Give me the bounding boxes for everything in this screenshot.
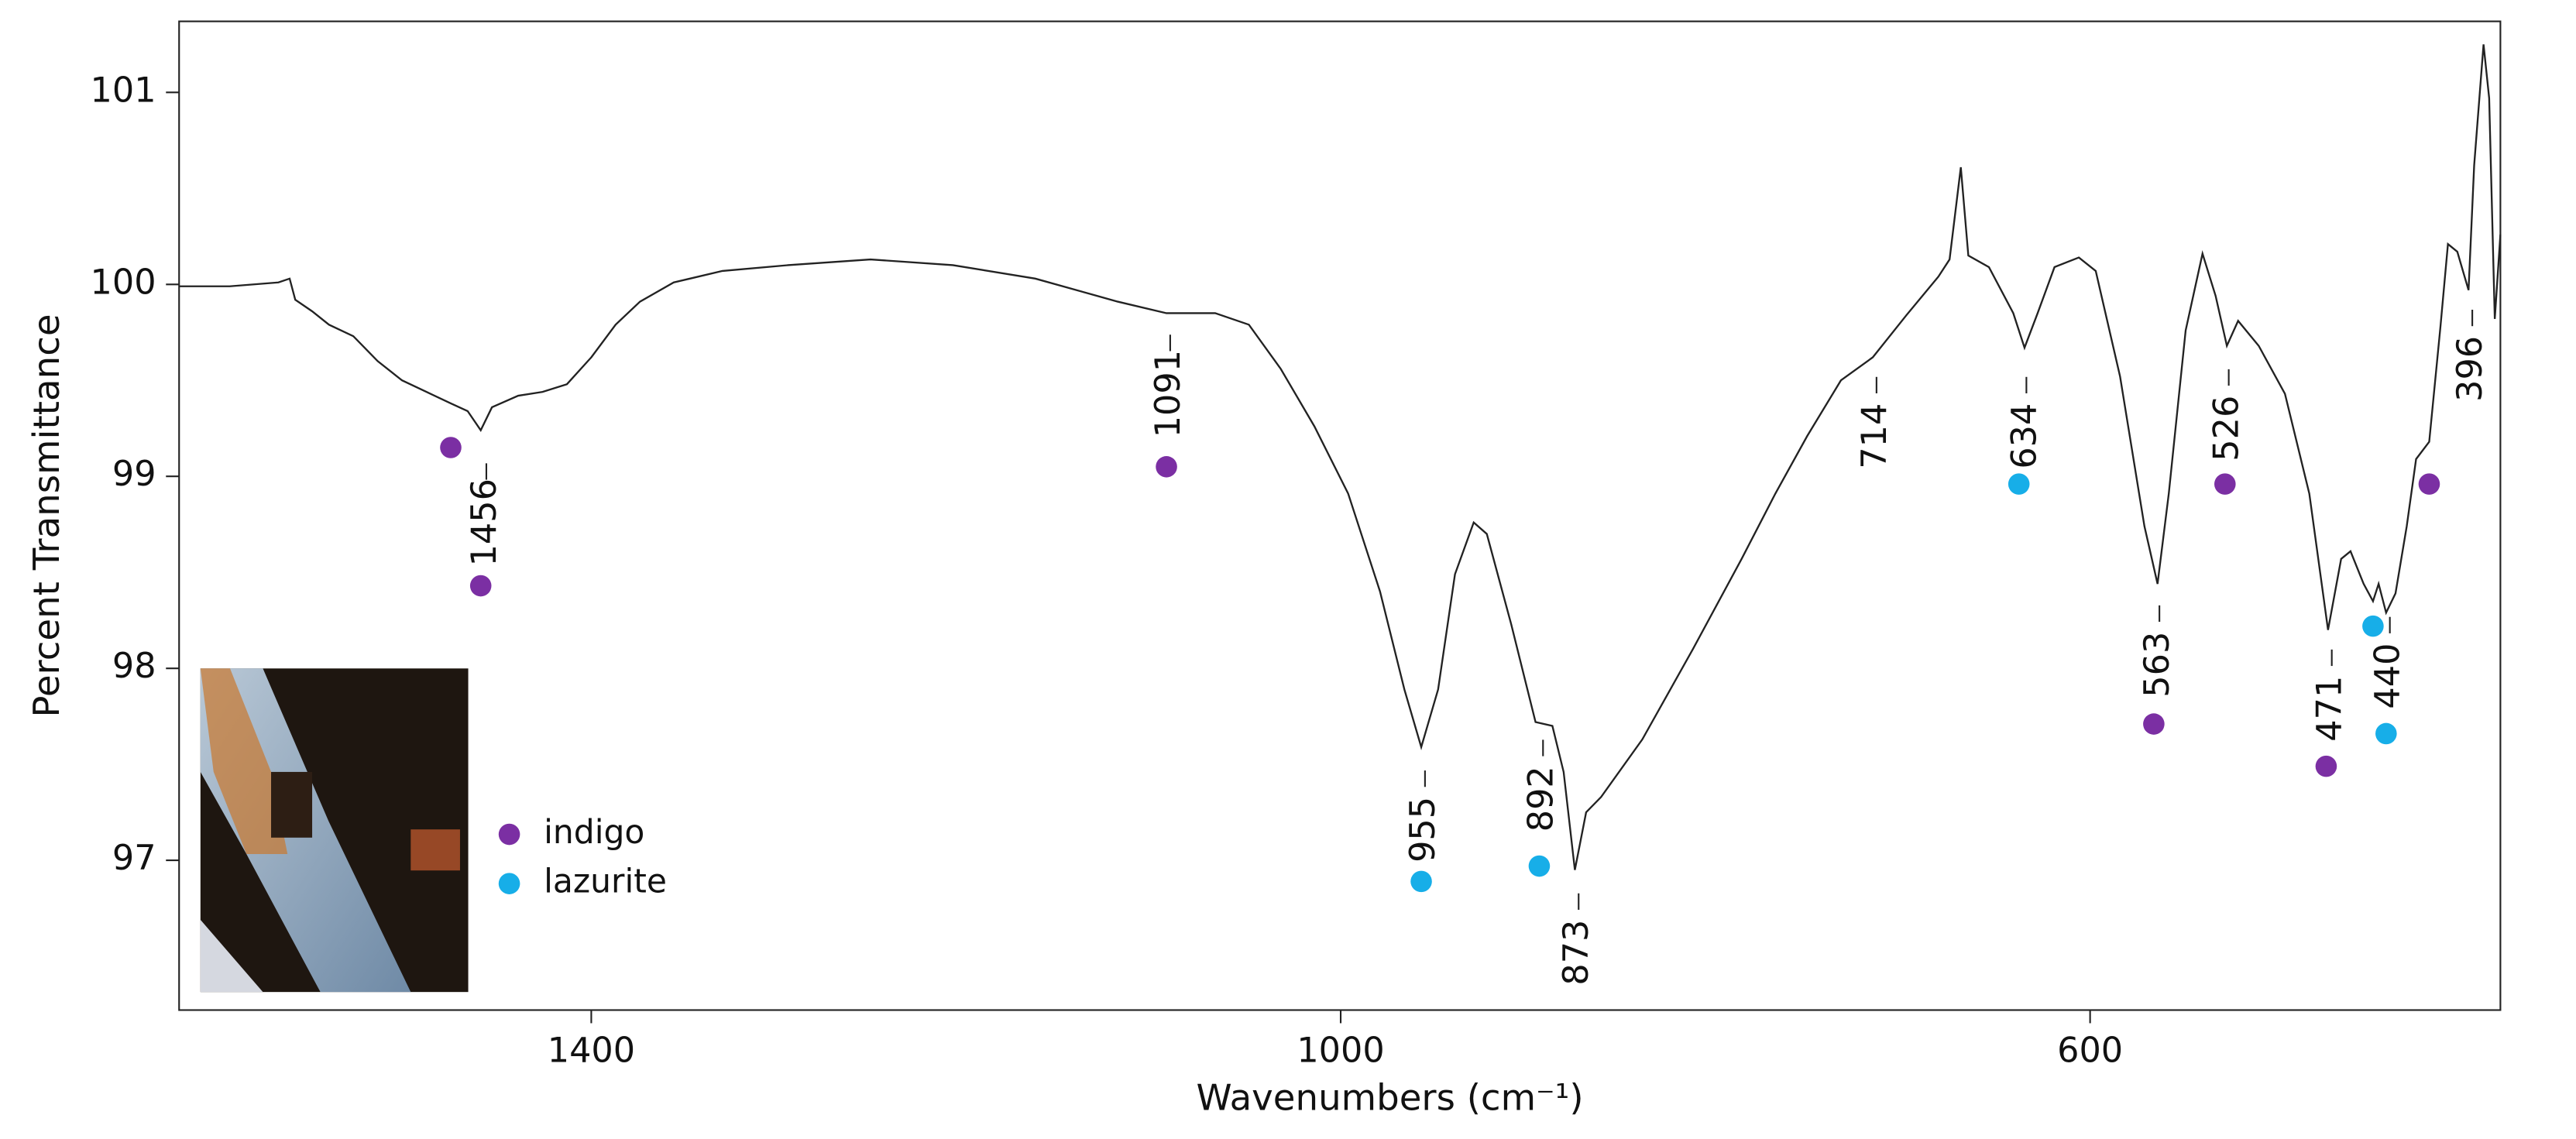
peak-label: 892 <box>1520 766 1561 832</box>
marker-dot <box>469 575 492 597</box>
legend-label: lazurite <box>544 863 667 901</box>
peak-label: 396 <box>2450 336 2490 402</box>
inset-photo <box>200 668 469 993</box>
x-tick-label: 1400 <box>548 1031 635 1071</box>
peak-label: 563 <box>2137 632 2177 698</box>
y-tick-label: 100 <box>91 262 156 302</box>
marker-dot <box>1528 855 1551 877</box>
marker-dot <box>2362 615 2384 637</box>
marker-dot <box>2143 713 2165 735</box>
peak-label: 1091 <box>1148 350 1188 437</box>
x-axis-label: Wavenumbers (cm⁻¹) <box>1196 1078 1583 1120</box>
marker-dot <box>1156 456 1177 478</box>
legend-swatch <box>498 873 520 894</box>
marker-dot <box>2008 473 2030 495</box>
legend-swatch <box>498 823 520 846</box>
marker-dot <box>2418 473 2440 495</box>
peak-label: 526 <box>2207 396 2247 461</box>
marker-dot <box>2214 473 2236 495</box>
y-tick-label: 99 <box>112 454 156 494</box>
peak-label: 634 <box>2004 403 2044 469</box>
peak-label: 714 <box>1854 403 1894 469</box>
marker-dot <box>2315 755 2337 777</box>
marker-dot <box>2375 722 2397 745</box>
peak-label: 471 <box>2310 676 2350 742</box>
y-axis-label: Percent Transmittance <box>26 314 68 717</box>
y-tick-label: 101 <box>91 70 156 110</box>
peak-label: 1456 <box>464 479 504 566</box>
spectrum-line <box>179 44 2502 870</box>
y-tick-label: 98 <box>112 646 156 686</box>
marker-dot <box>1410 870 1432 893</box>
plot-frame <box>178 20 2502 1011</box>
peak-label: 440 <box>2368 643 2408 709</box>
x-tick-label: 1000 <box>1297 1031 1384 1071</box>
marker-dot <box>440 437 462 458</box>
peak-label: 873 <box>1556 920 1596 986</box>
x-tick-label: 600 <box>2057 1031 2123 1071</box>
peak-label: 955 <box>1403 797 1443 863</box>
y-tick-label: 97 <box>112 838 156 878</box>
legend-label: indigo <box>544 814 644 852</box>
